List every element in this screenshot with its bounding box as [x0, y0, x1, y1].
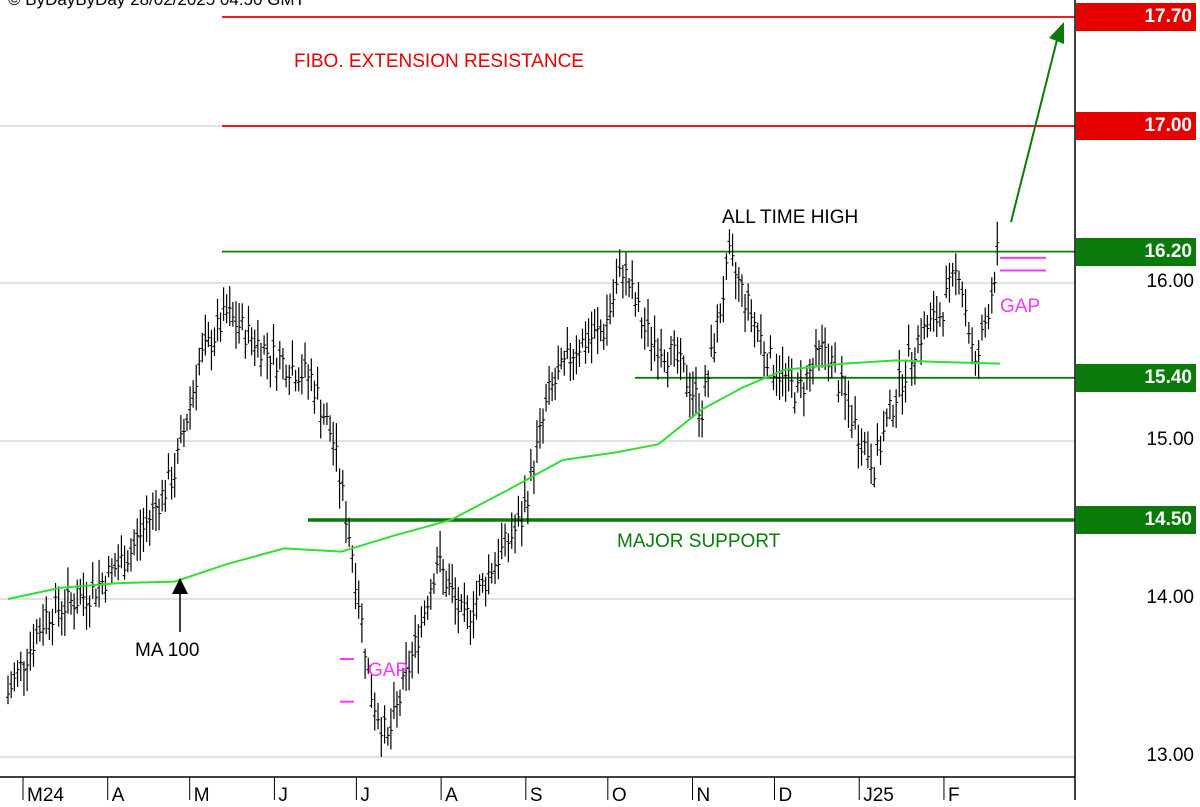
x-tick-label: A [445, 785, 458, 806]
price-tag-17-00: 17.00 [1076, 112, 1196, 140]
x-tick-label: M [193, 785, 210, 806]
price-bars [6, 221, 1000, 757]
price-tag-17-70: 17.70 [1076, 3, 1196, 31]
x-tick-label: M24 [27, 785, 64, 806]
x-tick-label: S [529, 785, 543, 806]
y-tick-label: 14.00 [1146, 587, 1194, 608]
x-tick-label: F [947, 785, 960, 806]
gap-label-july: GAP [368, 660, 409, 681]
x-tick-label: J [278, 785, 288, 806]
annotation-marks [172, 22, 1064, 703]
major-support-label: MAJOR SUPPORT [617, 531, 781, 552]
x-tick-label: O [611, 785, 627, 806]
y-tick-label: 13.00 [1146, 745, 1194, 766]
x-tick-label: J25 [863, 785, 894, 806]
y-tick-label: 15.00 [1146, 429, 1194, 450]
x-tick-label: D [778, 785, 793, 806]
ma-100-line [7, 359, 1001, 600]
target-arrow-head [1049, 22, 1064, 44]
x-tick-label: A [111, 785, 125, 806]
ma-100-label: MA 100 [135, 640, 200, 661]
y-tick-label: 16.00 [1146, 271, 1194, 292]
x-tick-label: J [360, 785, 370, 806]
fibo-resistance-label: FIBO. EXTENSION RESISTANCE [294, 51, 584, 72]
price-tag-15-40: 15.40 [1076, 363, 1196, 392]
price-tag-14-50: 14.50 [1076, 506, 1196, 534]
copyright-text: © ByDayByDay 28/02/2025 04:50 GMT [8, 0, 305, 10]
target-arrow-shaft [1010, 35, 1059, 223]
price-tag-16-20: 16.20 [1076, 237, 1196, 266]
gap-label-feb: GAP [1000, 296, 1041, 317]
all-time-high-label: ALL TIME HIGH [722, 207, 859, 228]
ma-pointer-head [172, 578, 188, 594]
x-tick-label: N [696, 785, 711, 806]
price-level-lines [222, 16, 1075, 522]
